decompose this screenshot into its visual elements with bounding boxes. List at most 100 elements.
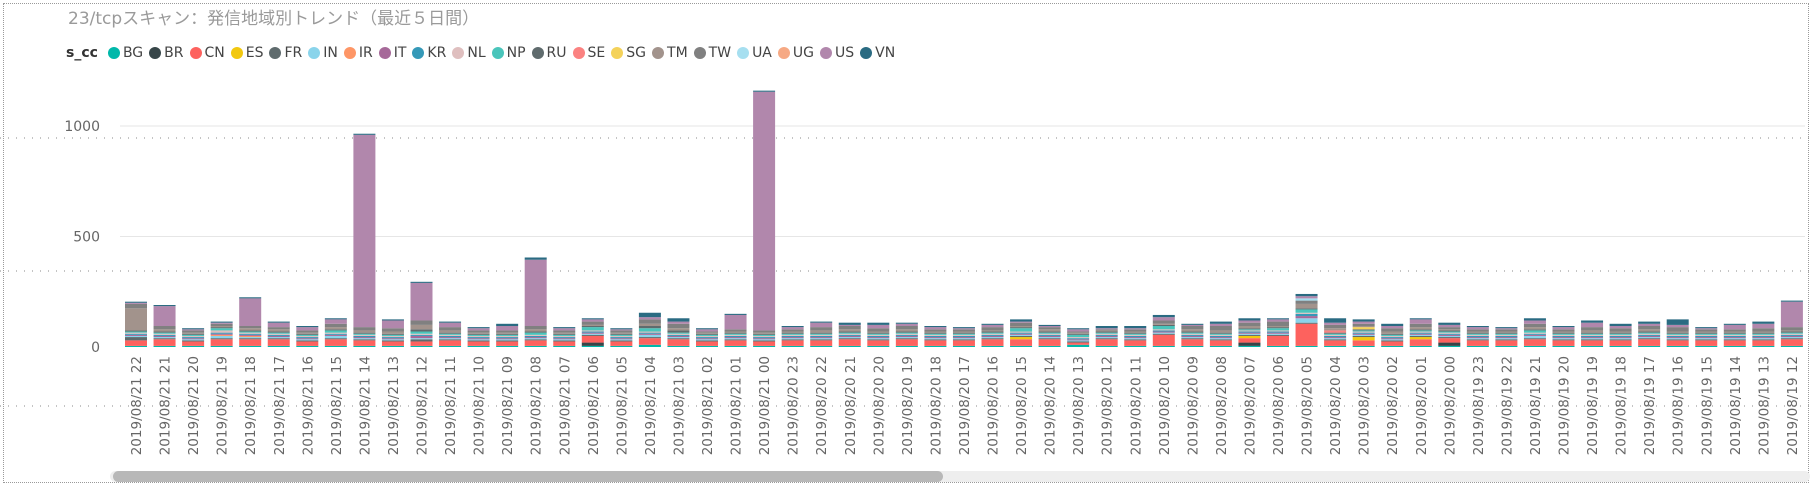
bar-segment-it[interactable] <box>753 338 776 340</box>
bar-segment-fr[interactable] <box>1609 339 1632 341</box>
bar-segment-kr[interactable] <box>1152 330 1175 332</box>
bar-segment-nl[interactable] <box>753 335 776 338</box>
bar-segment-nl[interactable] <box>1638 333 1661 335</box>
bar-segment-fr[interactable] <box>125 337 147 341</box>
bar-segment-ru[interactable] <box>724 332 747 334</box>
bar-segment-bg[interactable] <box>1438 345 1461 347</box>
bar-segment-np[interactable] <box>1209 333 1232 335</box>
bar-segment-kr[interactable] <box>1295 313 1318 317</box>
bar-segment-tm[interactable] <box>324 327 347 330</box>
bar-segment-tm[interactable] <box>1209 330 1232 333</box>
bar-segment-vn[interactable] <box>1723 323 1746 325</box>
bar-segment-tm[interactable] <box>296 332 319 334</box>
bar-segment-tw[interactable] <box>838 326 861 330</box>
bar-segment-bg[interactable] <box>1581 345 1604 347</box>
bar-segment-cn[interactable] <box>182 341 205 346</box>
bar-segment-nl[interactable] <box>781 334 804 336</box>
legend-item-sg[interactable]: SG <box>611 45 646 61</box>
bar-segment-ru[interactable] <box>381 333 404 335</box>
bar-segment-vn[interactable] <box>610 328 633 330</box>
bar-segment-cn[interactable] <box>1295 323 1318 346</box>
bar-segment-tw[interactable] <box>1609 328 1632 332</box>
bar-segment-vn[interactable] <box>895 322 918 324</box>
bar-segment-tw[interactable] <box>1695 329 1718 332</box>
bar-segment-it[interactable] <box>610 338 633 340</box>
bar-segment-cn[interactable] <box>1695 340 1718 346</box>
bar-segment-ru[interactable] <box>696 333 718 335</box>
bar-segment-fr[interactable] <box>1438 337 1461 339</box>
bar-segment-cn[interactable] <box>1666 340 1689 346</box>
bar-segment-it[interactable] <box>638 333 661 335</box>
bar-segment-ru[interactable] <box>1752 332 1775 334</box>
bar-segment-it[interactable] <box>981 335 1004 338</box>
bar-segment-np[interactable] <box>1523 330 1546 333</box>
bar-segment-vn[interactable] <box>496 323 519 327</box>
bar-segment-tm[interactable] <box>724 331 747 333</box>
bar-segment-vn[interactable] <box>125 301 147 303</box>
bar-segment-it[interactable] <box>1010 333 1033 335</box>
bar-segment-in[interactable] <box>1238 333 1261 335</box>
bar-segment-kr[interactable] <box>239 333 262 335</box>
legend-item-cn[interactable]: CN <box>189 45 225 61</box>
bar-segment-ru[interactable] <box>1352 329 1375 331</box>
bar-segment-cn[interactable] <box>1466 340 1489 346</box>
bar-segment-kr[interactable] <box>1723 335 1746 338</box>
bar-segment-ru[interactable] <box>1124 332 1147 334</box>
bar-segment-kr[interactable] <box>581 331 604 333</box>
bar-segment-ru[interactable] <box>1780 331 1803 333</box>
bar-segment-tm[interactable] <box>125 308 147 331</box>
bar-segment-nl[interactable] <box>1181 333 1204 335</box>
bar-segment-it[interactable] <box>324 334 347 336</box>
bar-segment-in[interactable] <box>553 339 576 341</box>
bar-segment-cn[interactable] <box>1124 340 1147 346</box>
bar-segment-fr[interactable] <box>496 340 519 342</box>
bar-segment-nl[interactable] <box>467 335 490 338</box>
bar-segment-in[interactable] <box>1038 337 1061 339</box>
bar-segment-in[interactable] <box>638 334 661 338</box>
bar-segment-us[interactable] <box>1409 319 1432 324</box>
bar-segment-kr[interactable] <box>1695 335 1718 338</box>
bar-segment-fr[interactable] <box>182 340 205 342</box>
bar-segment-nl[interactable] <box>1038 333 1061 335</box>
bar-segment-us[interactable] <box>467 328 490 331</box>
legend-item-nl[interactable]: NL <box>452 45 486 61</box>
bar-segment-cn[interactable] <box>553 341 576 346</box>
bar-segment-tw[interactable] <box>296 330 319 333</box>
bar-segment-np[interactable] <box>1638 332 1661 334</box>
bar-segment-fr[interactable] <box>1666 339 1689 341</box>
bar-segment-nl[interactable] <box>1010 331 1033 333</box>
bar-segment-tm[interactable] <box>1010 326 1033 328</box>
bar-segment-fr[interactable] <box>1695 339 1718 341</box>
bar-segment-vn[interactable] <box>267 321 290 323</box>
bar-segment-us[interactable] <box>895 323 918 327</box>
bar-segment-in[interactable] <box>696 339 718 341</box>
bar-segment-in[interactable] <box>1209 338 1232 340</box>
bar-segment-es[interactable] <box>1238 335 1261 339</box>
bar-segment-np[interactable] <box>638 328 661 332</box>
bar-segment-it[interactable] <box>1438 334 1461 336</box>
bar-segment-cn[interactable] <box>1638 339 1661 346</box>
bar-segment-ru[interactable] <box>924 332 947 334</box>
bar-segment-cn[interactable] <box>610 341 633 346</box>
bar-segment-in[interactable] <box>324 335 347 339</box>
bar-segment-kr[interactable] <box>1495 335 1518 338</box>
bar-segment-nl[interactable] <box>210 330 233 333</box>
bar-segment-tw[interactable] <box>1638 326 1661 330</box>
bar-segment-np[interactable] <box>1352 330 1375 332</box>
bar-segment-bg[interactable] <box>353 345 376 347</box>
bar-segment-tw[interactable] <box>810 327 833 331</box>
bar-segment-tw[interactable] <box>1152 320 1175 324</box>
bar-segment-bg[interactable] <box>1295 345 1318 347</box>
bar-segment-in[interactable] <box>895 337 918 339</box>
bar-segment-tw[interactable] <box>410 320 433 325</box>
bar-segment-tw[interactable] <box>1466 329 1489 332</box>
bar-segment-fr[interactable] <box>1067 341 1090 343</box>
bar-segment-fr[interactable] <box>1495 339 1518 341</box>
bar-segment-us[interactable] <box>1067 329 1090 332</box>
bar-segment-vn[interactable] <box>581 318 604 320</box>
bar-segment-it[interactable] <box>1523 334 1546 336</box>
bar-segment-us[interactable] <box>1038 326 1061 328</box>
bar-segment-in[interactable] <box>1581 338 1604 340</box>
bar-segment-in[interactable] <box>524 338 547 340</box>
bar-segment-it[interactable] <box>810 337 833 339</box>
